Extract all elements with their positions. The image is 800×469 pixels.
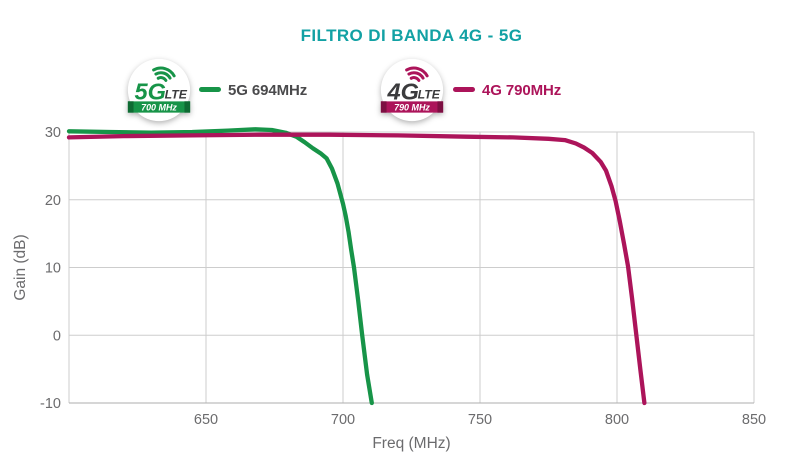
badge-5g-lte-700: 5G LTE 700 MHz	[127, 58, 191, 122]
series-line-5g	[66, 127, 374, 406]
y-tick-label: -10	[40, 396, 61, 412]
badge-lte-label: LTE	[418, 87, 441, 101]
y-tick-label: 20	[45, 193, 61, 209]
legend-label-5g: 5G 694MHz	[228, 82, 308, 99]
gridlines	[68, 131, 755, 404]
series-line-4g	[66, 132, 647, 406]
badge-ribbon-fold	[380, 101, 387, 113]
signal-waves-icon	[405, 66, 429, 82]
badge-tech-label: 5G	[134, 78, 165, 104]
badge-ribbon	[380, 101, 444, 113]
badge-ribbon	[127, 101, 191, 113]
x-tick-label: 750	[468, 412, 492, 428]
badge-ribbon-label: 790 MHz	[394, 102, 430, 112]
badge-tech-label: 4G	[386, 78, 418, 104]
badge-4g-lte-790: 4G LTE 790 MHz	[380, 58, 444, 122]
x-tick-label: 700	[331, 412, 355, 428]
badge-ribbon-fold	[437, 101, 444, 113]
tick-labels: 650 700 750 800 850 30 20 10 0 -10	[40, 125, 766, 428]
y-tick-label: 0	[53, 328, 61, 344]
badge-ribbon-fold	[184, 101, 191, 113]
legend-label-4g: 4G 790MHz	[482, 82, 562, 99]
badge-ribbon-label: 700 MHz	[141, 102, 177, 112]
y-tick-label: 30	[45, 125, 61, 141]
y-axis-title: Gain (dB)	[12, 234, 29, 300]
series-lines	[66, 127, 647, 406]
x-tick-label: 850	[742, 412, 766, 428]
badge-lte-label: LTE	[165, 87, 188, 101]
legend-swatch-4g	[453, 87, 475, 92]
signal-waves-icon	[152, 66, 176, 82]
x-tick-label: 650	[194, 412, 218, 428]
badge-ribbon-fold	[127, 101, 134, 113]
x-tick-label: 800	[605, 412, 629, 428]
page-title: FILTRO DI BANDA 4G - 5G	[300, 26, 523, 45]
y-tick-label: 10	[45, 261, 61, 277]
legend-swatch-5g	[199, 87, 221, 92]
x-axis-title: Freq (MHz)	[372, 435, 450, 452]
